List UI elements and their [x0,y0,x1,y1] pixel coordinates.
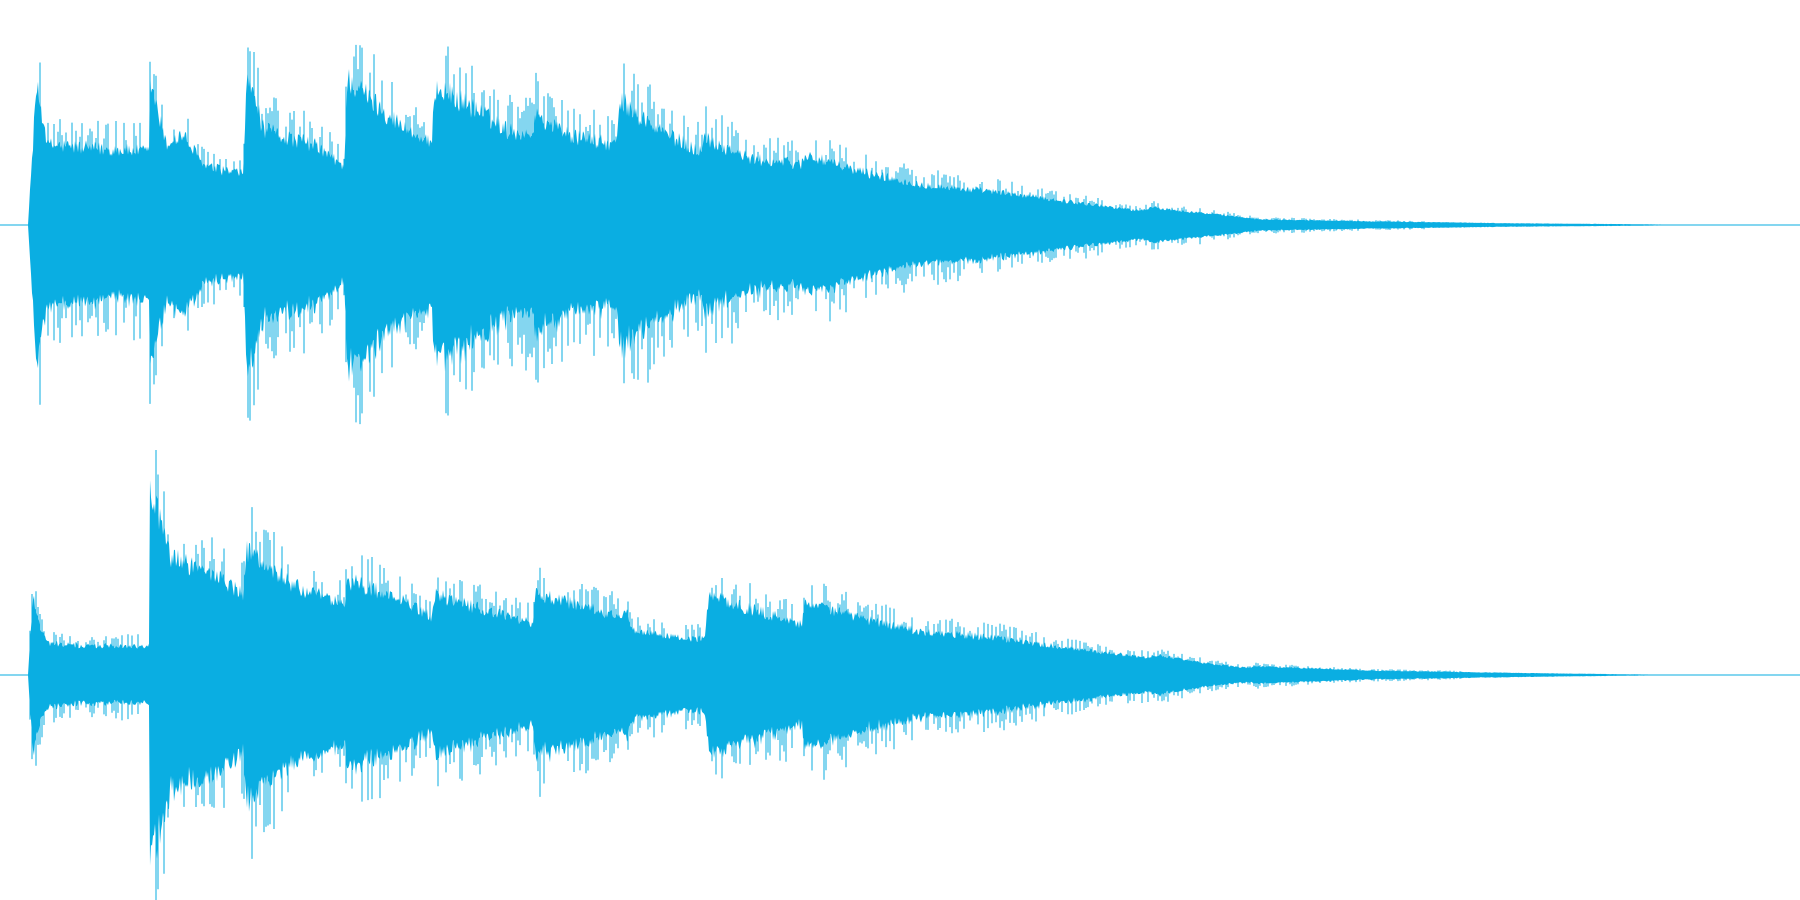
waveform-channel-2-graphic [0,450,1800,900]
waveform-channel-1-graphic [0,44,1800,425]
channel-2-waveform-spikes [29,450,1461,900]
channel-2-waveform-body [28,480,1710,866]
waveform-channel-1 [0,44,1800,425]
channel-1-waveform-body [28,68,1710,388]
waveform-channel-2 [0,450,1800,900]
channel-1-waveform-spikes [39,44,1425,425]
